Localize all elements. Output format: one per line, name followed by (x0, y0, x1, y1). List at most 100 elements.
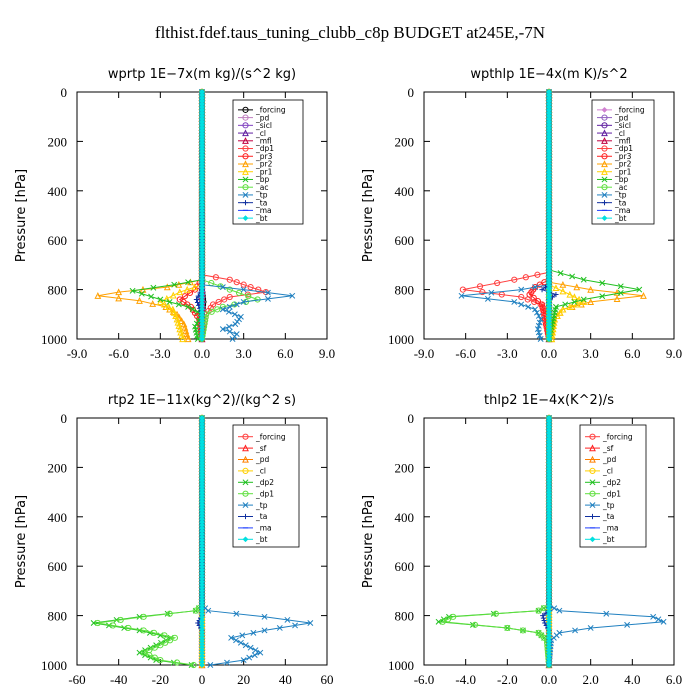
data-point (546, 662, 552, 668)
data-point (232, 321, 239, 328)
x-tick-label: 6.0 (666, 672, 682, 687)
page-title: flthist.fdef.taus_tuning_clubb_c8p BUDGE… (155, 23, 545, 42)
data-point (189, 306, 196, 313)
panel-title: wpthlp 1E−4x(m K)/s^2 (470, 67, 627, 82)
data-point (566, 303, 574, 310)
data-point (175, 301, 182, 308)
legend-marker (242, 137, 249, 144)
data-point (307, 620, 314, 626)
data-point (255, 286, 262, 293)
data-point (557, 270, 564, 277)
data-point (165, 303, 173, 310)
data-point (534, 309, 540, 316)
x-tick-label: -6.0 (108, 346, 129, 361)
data-point (519, 627, 527, 634)
x-tick-label: 40 (279, 672, 292, 687)
y-tick-label: 600 (395, 233, 415, 248)
legend-marker (589, 513, 596, 520)
data-point (157, 656, 164, 664)
data-point (148, 293, 155, 300)
legend-label: _dp1 (255, 489, 274, 498)
data-point (161, 300, 168, 308)
panel-title: wprtp 1E−7x(m kg)/(s^2 kg) (108, 67, 296, 82)
x-tick-label: -3.0 (497, 346, 518, 361)
data-point (289, 292, 296, 299)
data-point (186, 289, 194, 296)
panels: wprtp 1E−7x(m kg)/(s^2 kg) -9.0 -6.0 -3.0 0.… (14, 67, 682, 687)
x-tick-label: 0.0 (541, 346, 557, 361)
legend-label: _cl (255, 129, 266, 138)
data-point (169, 291, 177, 299)
data-point (534, 326, 541, 333)
legend-marker (242, 184, 249, 191)
data-point (559, 280, 567, 288)
data-point (226, 323, 233, 330)
chart-panel-3: rtp2 1E−11x(kg^2)/(kg^2 s) -60 -40 -20 0 20 40… (14, 393, 334, 687)
data-point (488, 289, 495, 296)
data-point (537, 316, 544, 323)
data-point (157, 296, 164, 303)
data-point (226, 276, 233, 283)
data-point (251, 652, 258, 659)
legend-marker (242, 433, 249, 440)
data-point (573, 300, 581, 308)
data-point (540, 307, 547, 314)
data-point (151, 654, 158, 661)
data-point (532, 306, 539, 313)
data-point (535, 322, 542, 329)
data-point (458, 292, 465, 299)
data-point (536, 332, 543, 339)
data-point (636, 286, 643, 293)
data-point (247, 644, 254, 651)
data-point (504, 624, 511, 632)
legend-marker (242, 176, 249, 183)
series-line-dp2 (93, 418, 203, 666)
data-point (540, 615, 547, 621)
data-point (538, 301, 546, 308)
data-point (587, 298, 595, 306)
panel-title: thlp2 1E−4x(K^2)/s (484, 393, 614, 408)
y-tick-label: 800 (48, 283, 68, 298)
legend-marker (242, 513, 249, 520)
legend-marker (601, 137, 608, 144)
data-point (184, 335, 192, 343)
y-tick-label: 200 (48, 134, 68, 149)
data-point (233, 279, 240, 286)
panel-title: rtp2 1E−11x(kg^2)/(kg^2 s) (108, 393, 296, 408)
data-point (640, 292, 647, 299)
data-point (566, 290, 574, 298)
data-point (252, 647, 259, 654)
legend-box (579, 424, 647, 548)
data-point (208, 308, 215, 315)
data-point (265, 295, 271, 302)
legend-label: _bt (255, 214, 268, 223)
legend-label: _cl (602, 467, 613, 476)
data-point (240, 286, 247, 293)
legend-label: _ac (255, 183, 268, 192)
data-point (542, 284, 549, 290)
legend-label: _pd (602, 455, 617, 464)
legend-marker (601, 106, 608, 113)
legend-label: _tp (255, 191, 268, 200)
y-tick-label: 1000 (41, 658, 67, 673)
data-point (559, 305, 567, 313)
data-point (166, 298, 173, 305)
data-point (518, 301, 525, 308)
legend-label: _ma (255, 206, 272, 215)
data-point (265, 289, 271, 296)
legend-label: _pr2 (255, 160, 273, 169)
legend-label: _bt (602, 535, 615, 544)
data-point (233, 301, 240, 308)
data-point (530, 294, 537, 301)
legend-label: _forcing (602, 432, 633, 441)
data-point (138, 290, 145, 297)
data-point (587, 285, 595, 293)
legend-marker (601, 129, 608, 137)
data-point (185, 279, 192, 286)
legend-label: _mfl (255, 137, 272, 146)
legend-marker (589, 536, 596, 543)
legend-marker (242, 168, 249, 175)
legend-marker (601, 176, 608, 183)
data-point (162, 639, 169, 646)
data-point (233, 610, 240, 617)
